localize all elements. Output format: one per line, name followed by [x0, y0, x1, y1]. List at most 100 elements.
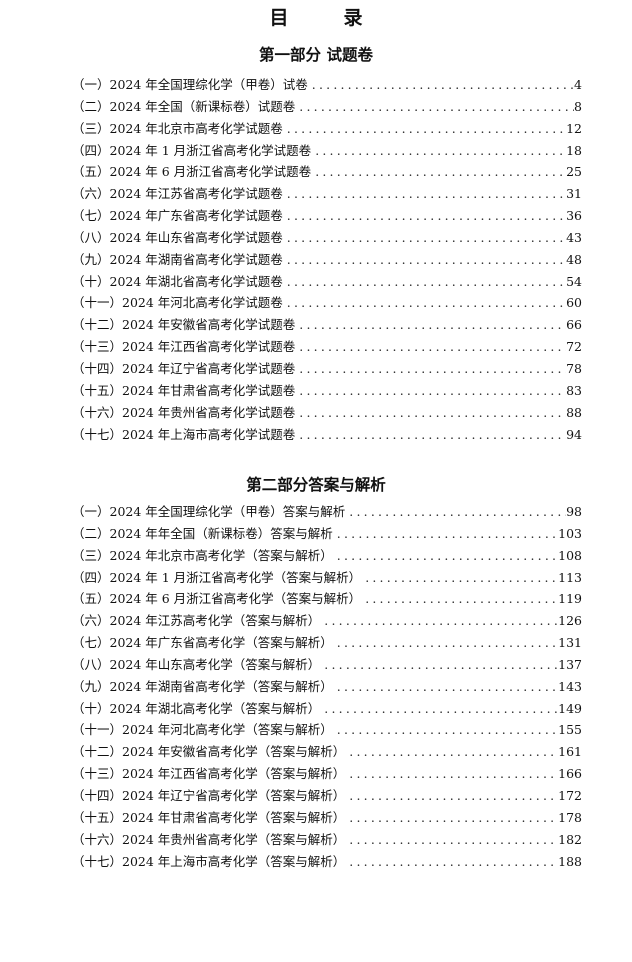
toc-entry-label: （六）2024 年江苏高考化学（答案与解析）	[72, 613, 321, 629]
toc-entry-label: （十二）2024 年安徽省高考化学试题卷	[72, 317, 296, 333]
dot-leader	[299, 424, 566, 446]
toc-entry[interactable]: （十七）2024 年上海市高考化学（答案与解析） 188	[72, 851, 582, 873]
dot-leader	[315, 161, 566, 183]
toc-entry[interactable]: （十四）2024 年辽宁省高考化学（答案与解析） 172	[72, 785, 582, 807]
toc-entry[interactable]: （十一）2024 年河北高考化学试题卷 60	[72, 292, 582, 314]
toc-entry-label: （七）2024 年广东省高考化学试题卷	[72, 208, 283, 224]
dot-leader	[349, 807, 558, 829]
toc-entry[interactable]: （十五）2024 年甘肃省高考化学（答案与解析） 178	[72, 807, 582, 829]
dot-leader	[287, 249, 566, 271]
part-2-toc-list: （一）2024 年全国理综化学（甲卷）答案与解析 98 （二）2024 年年全国（新…	[72, 501, 582, 872]
toc-entry-page-number: 137	[558, 656, 582, 672]
toc-entry[interactable]: （三）2024 年北京市高考化学试题卷 12	[72, 118, 582, 140]
dot-leader	[349, 741, 558, 763]
toc-entry[interactable]: （十五）2024 年甘肃省高考化学试题卷 83	[72, 380, 582, 402]
toc-entry-page-number: 126	[558, 613, 582, 629]
toc-entry[interactable]: （十二）2024 年安徽省高考化学（答案与解析） 161	[72, 741, 582, 763]
toc-entry[interactable]: （六）2024 年江苏高考化学（答案与解析） 126	[72, 610, 582, 632]
toc-entry-page-number: 172	[558, 787, 582, 803]
toc-entry-page-number: 178	[558, 809, 582, 825]
toc-entry-page-number: 12	[566, 120, 582, 136]
toc-entry-label: （一）2024 年全国理综化学（甲卷）答案与解析	[72, 504, 346, 519]
toc-entry-page-number: 149	[558, 700, 582, 716]
toc-entry-page-number: 4	[574, 77, 582, 92]
toc-entry[interactable]: （十四）2024 年辽宁省高考化学试题卷 78	[72, 358, 582, 380]
toc-entry-page-number: 66	[566, 317, 582, 333]
toc-entry-page-number: 88	[566, 404, 582, 420]
toc-entry-label: （十六）2024 年贵州省高考化学（答案与解析）	[72, 831, 346, 847]
toc-entry[interactable]: （七）2024 年广东省高考化学试题卷 36	[72, 205, 582, 227]
toc-entry[interactable]: （十六）2024 年贵州省高考化学（答案与解析） 182	[72, 829, 582, 851]
dot-leader	[349, 763, 558, 785]
toc-entry[interactable]: （十六）2024 年贵州省高考化学试题卷 88	[72, 402, 582, 424]
toc-entry[interactable]: （十三）2024 年江西省高考化学（答案与解析） 166	[72, 763, 582, 785]
toc-entry-label: （一）2024 年全国理综化学（甲卷）试卷	[72, 77, 308, 92]
toc-entry-page-number: 119	[558, 591, 582, 607]
toc-entry-label: （十一）2024 年河北高考化学试题卷	[72, 295, 283, 311]
dot-leader	[349, 829, 558, 851]
toc-entry-page-number: 143	[558, 678, 582, 694]
toc-entry[interactable]: （四）2024 年 1 月浙江省高考化学试题卷 18	[72, 140, 582, 162]
toc-entry-page-number: 131	[558, 635, 582, 651]
toc-entry[interactable]: （二）2024 年全国（新课标卷）试题卷 8	[72, 96, 582, 118]
toc-entry[interactable]: （十）2024 年湖北省高考化学试题卷 54	[72, 271, 582, 293]
toc-entry[interactable]: （八）2024 年山东高考化学（答案与解析） 137	[72, 654, 582, 676]
toc-entry-label: （四）2024 年 1 月浙江省高考化学（答案与解析）	[72, 569, 362, 585]
dot-leader	[287, 292, 566, 314]
dot-leader	[337, 719, 558, 741]
dot-leader	[315, 140, 566, 162]
dot-leader	[337, 632, 558, 654]
dot-leader	[287, 118, 566, 140]
toc-entry-label: （十一）2024 年河北高考化学（答案与解析）	[72, 722, 333, 738]
toc-entry-page-number: 188	[558, 853, 582, 869]
toc-entry-page-number: 43	[566, 229, 582, 245]
toc-entry[interactable]: （五）2024 年 6 月浙江省高考化学试题卷 25	[72, 161, 582, 183]
toc-entry-page-number: 166	[558, 766, 582, 782]
toc-entry-page-number: 161	[558, 744, 582, 760]
dot-leader	[287, 183, 566, 205]
toc-entry-page-number: 83	[566, 382, 582, 398]
toc-entry[interactable]: （一）2024 年全国理综化学（甲卷）试卷 4	[72, 74, 582, 96]
toc-entry-label: （七）2024 年广东省高考化学（答案与解析）	[72, 635, 333, 651]
toc-entry[interactable]: （七）2024 年广东省高考化学（答案与解析） 131	[72, 632, 582, 654]
toc-entry-label: （九）2024 年湖南省高考化学（答案与解析）	[72, 678, 333, 694]
dot-leader	[365, 567, 558, 589]
toc-entry-label: （十）2024 年湖北高考化学（答案与解析）	[72, 700, 321, 716]
toc-entry-label: （十五）2024 年甘肃省高考化学（答案与解析）	[72, 809, 346, 825]
toc-entry-label: （十五）2024 年甘肃省高考化学试题卷	[72, 382, 296, 398]
toc-entry-label: （六）2024 年江苏省高考化学试题卷	[72, 186, 283, 202]
toc-entry[interactable]: （八）2024 年山东省高考化学试题卷 43	[72, 227, 582, 249]
toc-entry[interactable]: （三）2024 年北京市高考化学（答案与解析） 108	[72, 545, 582, 567]
toc-entry-page-number: 18	[566, 142, 582, 158]
toc-entry[interactable]: （六）2024 年江苏省高考化学试题卷 31	[72, 183, 582, 205]
toc-entry-label: （十三）2024 年江西省高考化学（答案与解析）	[72, 766, 346, 782]
toc-entry-page-number: 25	[566, 164, 582, 180]
part-1-toc-list: （一）2024 年全国理综化学（甲卷）试卷 4 （二）2024 年全国（新课标卷）试…	[72, 74, 582, 445]
dot-leader	[324, 698, 558, 720]
toc-entry[interactable]: （五）2024 年 6 月浙江省高考化学（答案与解析） 119	[72, 588, 582, 610]
toc-entry-page-number: 94	[566, 426, 582, 442]
toc-entry-label: （十三）2024 年江西省高考化学试题卷	[72, 339, 296, 355]
toc-entry[interactable]: （十七）2024 年上海市高考化学试题卷 94	[72, 424, 582, 446]
dot-leader	[299, 96, 574, 118]
toc-entry[interactable]: （一）2024 年全国理综化学（甲卷）答案与解析 98	[72, 501, 582, 523]
toc-entry-label: （十六）2024 年贵州省高考化学试题卷	[72, 404, 296, 420]
dot-leader	[312, 74, 574, 96]
dot-leader	[299, 358, 566, 380]
dot-leader	[287, 205, 566, 227]
toc-entry-page-number: 78	[566, 360, 582, 376]
toc-entry[interactable]: （二）2024 年年全国（新课标卷）答案与解析 103	[72, 523, 582, 545]
toc-entry-page-number: 182	[558, 831, 582, 847]
toc-entry-page-number: 72	[566, 339, 582, 355]
toc-entry[interactable]: （十三）2024 年江西省高考化学试题卷 72	[72, 336, 582, 358]
toc-entry[interactable]: （十一）2024 年河北高考化学（答案与解析） 155	[72, 719, 582, 741]
toc-entry-label: （三）2024 年北京市高考化学（答案与解析）	[72, 547, 333, 563]
dot-leader	[299, 336, 566, 358]
toc-entry[interactable]: （四）2024 年 1 月浙江省高考化学（答案与解析） 113	[72, 567, 582, 589]
toc-entry[interactable]: （九）2024 年湖南省高考化学试题卷 48	[72, 249, 582, 271]
toc-entry[interactable]: （十二）2024 年安徽省高考化学试题卷 66	[72, 314, 582, 336]
part-1-heading: 第一部分 试题卷	[259, 46, 373, 64]
toc-entry-label: （五）2024 年 6 月浙江省高考化学（答案与解析）	[72, 591, 362, 607]
toc-entry[interactable]: （十）2024 年湖北高考化学（答案与解析） 149	[72, 698, 582, 720]
toc-entry[interactable]: （九）2024 年湖南省高考化学（答案与解析） 143	[72, 676, 582, 698]
